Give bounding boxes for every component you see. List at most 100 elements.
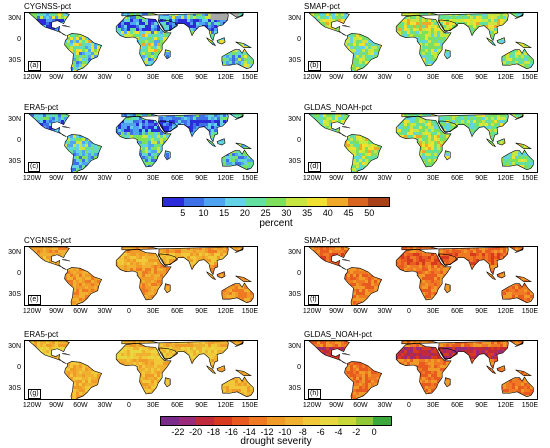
lon-tick-label: 120E xyxy=(497,74,514,81)
lon-tick-label: 60W xyxy=(353,308,368,315)
panel-a-title: CYGNSS-pct xyxy=(24,2,72,11)
panel-e-label: (e) xyxy=(28,295,41,305)
lat-tick-label: 30S xyxy=(8,291,21,299)
lon-tick-label: 120W xyxy=(302,74,322,81)
lat-tick-label: 30N xyxy=(8,15,21,23)
colorbar-segment xyxy=(368,198,390,206)
lon-tick-label: 60W xyxy=(73,308,88,315)
panel-h-label: (h) xyxy=(308,389,321,399)
lon-tick-label: 0 xyxy=(406,74,411,81)
colorbar-segment xyxy=(355,417,374,425)
map-panel-g xyxy=(24,340,258,400)
colorbar-segment xyxy=(178,417,197,425)
lon-tick-label: 120W xyxy=(302,175,322,182)
map-svg xyxy=(28,341,254,399)
lon-tick-label: 90E xyxy=(475,402,488,409)
lon-tick-label: 0 xyxy=(406,402,411,409)
lon-tick-label: 90E xyxy=(475,74,488,81)
colorbar-tick-label: -22 xyxy=(171,427,185,437)
colorbar-segment xyxy=(161,417,179,425)
lon-tick-label: 0 xyxy=(126,175,131,182)
lon-tick-label: 120W xyxy=(22,402,42,409)
map-svg xyxy=(28,13,254,71)
colorbar-tick-label: -6 xyxy=(316,427,325,437)
lon-tick-label: 120W xyxy=(302,402,322,409)
colorbar-tick-label: 10 xyxy=(198,208,209,218)
lat-tick-label: 0 xyxy=(17,36,21,44)
colorbar-tick-label: -2 xyxy=(352,427,361,437)
colorbar-segment xyxy=(347,198,369,206)
colorbar-segment xyxy=(224,198,246,206)
lon-tick-label: 90W xyxy=(329,175,344,182)
lat-tick-label: 30S xyxy=(8,158,21,166)
lon-tick-label: 90E xyxy=(195,175,208,182)
lon-tick-label: 60E xyxy=(451,74,464,81)
panel-f-label: (f) xyxy=(308,295,319,305)
colorbar-tick-label: -10 xyxy=(278,427,292,437)
lon-tick-label: 0 xyxy=(406,175,411,182)
lat-tick-label: 30S xyxy=(8,57,21,65)
lon-tick-label: 30W xyxy=(97,175,112,182)
panel-g-title: ERA5-pct xyxy=(24,330,59,339)
lon-tick-label: 90W xyxy=(329,402,344,409)
lon-tick-label: 30E xyxy=(146,402,160,409)
panel-f-title: SMAP-pct xyxy=(304,236,341,245)
lon-tick-label: 60W xyxy=(73,175,88,182)
lon-tick-label: 120E xyxy=(217,402,234,409)
panel-c-title: ERA5-pct xyxy=(24,103,59,112)
lon-tick-label: 120W xyxy=(22,308,42,315)
colorbar-segment xyxy=(302,417,321,425)
lon-tick-label: 120W xyxy=(22,74,42,81)
colorbar-segment xyxy=(320,417,338,425)
lon-tick-label: 150E xyxy=(521,308,539,315)
panel-d-label: (d) xyxy=(308,162,321,172)
lon-tick-label: 90W xyxy=(49,402,64,409)
lon-tick-label: 150E xyxy=(241,175,259,182)
lat-tick-label: 30N xyxy=(288,116,301,124)
percent-colorbar-title: percent xyxy=(259,218,293,229)
colorbar-segment xyxy=(245,198,266,206)
colorbar-segment xyxy=(373,417,391,425)
colorbar-tick-label: -8 xyxy=(298,427,307,437)
lon-tick-label: 30E xyxy=(426,308,440,315)
colorbar-segment xyxy=(249,417,268,425)
lon-tick-label: 0 xyxy=(126,308,131,315)
panel-d-title: GLDAS_NOAH-pct xyxy=(304,103,373,112)
lat-tick-label: 0 xyxy=(17,364,21,372)
lon-tick-label: 30W xyxy=(377,175,392,182)
severity-colorbar-title: drought severity xyxy=(240,436,312,447)
lon-tick-label: 90E xyxy=(195,74,208,81)
map-svg xyxy=(308,13,534,71)
colorbar-tick-label: 45 xyxy=(343,208,354,218)
panel-g-label: (g) xyxy=(28,389,41,399)
lat-tick-label: 30S xyxy=(288,158,301,166)
map-panel-a xyxy=(24,12,258,72)
lon-tick-label: 150E xyxy=(521,74,539,81)
lat-tick-label: 0 xyxy=(297,364,301,372)
panel-b-label: (b) xyxy=(308,61,321,71)
lon-tick-label: 120E xyxy=(497,308,514,315)
colorbar-segment xyxy=(265,198,287,206)
colorbar-tick-label: 20 xyxy=(239,208,250,218)
lon-tick-label: 30E xyxy=(146,74,160,81)
colorbar-segment xyxy=(163,198,184,206)
lon-tick-label: 60W xyxy=(353,175,368,182)
colorbar-segment xyxy=(204,198,225,206)
colorbar-tick-label: 0 xyxy=(371,427,377,437)
lon-tick-label: 90W xyxy=(49,74,64,81)
lon-tick-label: 90E xyxy=(475,175,488,182)
colorbar-segment xyxy=(183,198,205,206)
lon-tick-label: 120W xyxy=(302,308,322,315)
lon-tick-label: 60W xyxy=(353,402,368,409)
lon-tick-label: 30E xyxy=(146,308,160,315)
lat-tick-label: 30S xyxy=(8,385,21,393)
colorbar-tick-label: -16 xyxy=(224,427,238,437)
colorbar-segment xyxy=(284,417,303,425)
lat-tick-label: 30S xyxy=(288,57,301,65)
lon-tick-label: 120E xyxy=(217,74,234,81)
lat-tick-label: 30N xyxy=(8,249,21,257)
lat-tick-label: 30N xyxy=(288,15,301,23)
lon-tick-label: 30E xyxy=(426,74,440,81)
colorbar-segment xyxy=(327,198,348,206)
lon-tick-label: 120E xyxy=(497,175,514,182)
